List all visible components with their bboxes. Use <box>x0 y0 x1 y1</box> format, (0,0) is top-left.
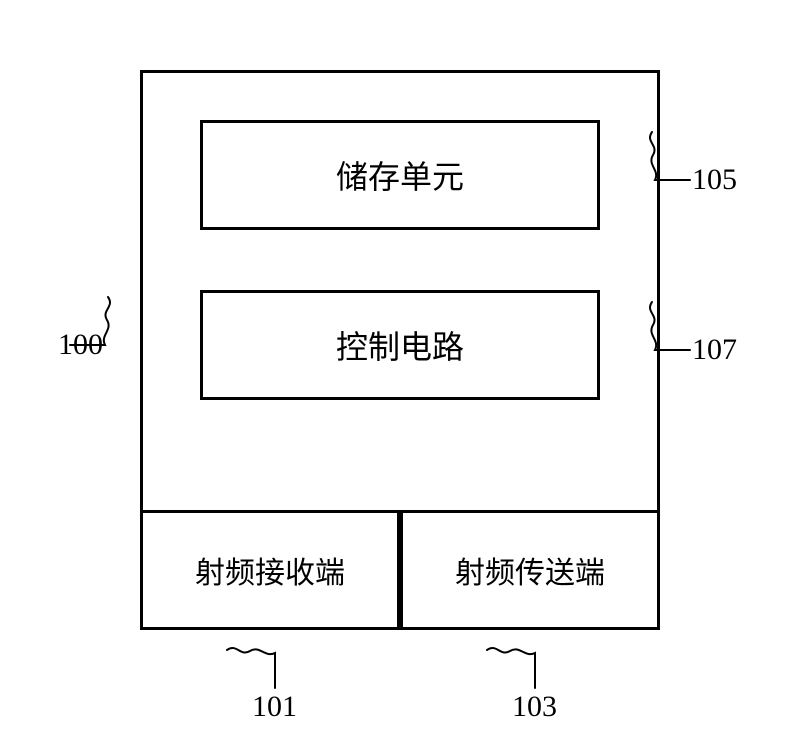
rf-transmitter-label: 射频传送端 <box>455 548 605 592</box>
callout-label-107: 107 <box>692 333 737 367</box>
callout-label-105: 105 <box>692 163 737 197</box>
control-circuit-label: 控制电路 <box>336 322 464 368</box>
storage-unit-box: 储存单元 <box>200 120 600 230</box>
callout-label-100: 100 <box>58 328 103 362</box>
rf-transmitter-box: 射频传送端 <box>400 510 660 630</box>
callout-label-103: 103 <box>512 690 557 724</box>
rf-receiver-label: 射频接收端 <box>195 548 345 592</box>
callout-label-101: 101 <box>252 690 297 724</box>
storage-unit-label: 储存单元 <box>336 152 464 198</box>
leader-line-100 <box>105 345 106 346</box>
leader-line-103 <box>535 630 536 631</box>
leader-line-101 <box>275 630 276 631</box>
diagram-stage: 储存单元 控制电路 射频接收端 射频传送端 100 105 107 101 10… <box>0 0 800 752</box>
control-circuit-box: 控制电路 <box>200 290 600 400</box>
rf-receiver-box: 射频接收端 <box>140 510 400 630</box>
